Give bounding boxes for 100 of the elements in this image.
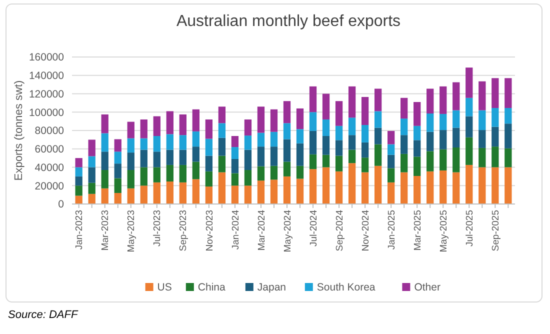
x-tick-label: Sep-2024 <box>334 210 346 252</box>
bar <box>75 196 82 204</box>
bar <box>244 186 252 204</box>
bar <box>127 122 134 138</box>
x-tick-label: May-2023 <box>126 210 138 252</box>
bar <box>466 137 473 165</box>
bar <box>388 182 395 204</box>
bar <box>88 182 96 194</box>
bar <box>374 128 382 144</box>
bar <box>114 139 122 152</box>
bar <box>374 144 382 166</box>
bar <box>296 143 304 166</box>
bar <box>414 176 421 204</box>
x-tick-label: May-2025 <box>438 210 450 252</box>
bar <box>257 106 265 133</box>
bar <box>179 164 186 182</box>
bar <box>153 116 160 136</box>
bar <box>374 111 382 128</box>
bar <box>101 133 108 152</box>
bar <box>179 150 186 165</box>
bar <box>166 150 174 165</box>
x-tick-label: Mar-2025 <box>412 210 424 251</box>
bar <box>244 136 252 150</box>
bar <box>114 192 122 204</box>
bar <box>192 179 200 204</box>
bar <box>140 167 148 186</box>
bar <box>400 172 408 204</box>
bar <box>270 132 278 147</box>
bar <box>244 150 252 170</box>
bar <box>466 116 473 138</box>
bar <box>179 182 186 204</box>
bar <box>348 150 356 164</box>
bar <box>414 140 421 157</box>
bar <box>322 167 330 204</box>
bar <box>75 186 82 196</box>
bar <box>140 186 148 204</box>
bar <box>101 170 108 188</box>
y-tick-label: 40000 <box>34 162 64 174</box>
bar <box>504 167 512 204</box>
bar <box>309 154 317 170</box>
bar <box>361 96 369 125</box>
bar <box>361 124 369 142</box>
bar <box>192 109 200 132</box>
bar <box>335 171 343 204</box>
bar <box>322 119 330 136</box>
y-tick-label: 100000 <box>28 106 64 119</box>
bar <box>492 126 499 147</box>
bar <box>127 170 134 188</box>
bar <box>88 167 96 183</box>
bar <box>388 130 395 144</box>
x-tick-label: Jul-2024 <box>308 210 320 246</box>
bar <box>88 156 96 168</box>
bar <box>166 181 174 204</box>
bar <box>414 126 421 140</box>
bar <box>478 110 486 130</box>
bar <box>452 172 460 204</box>
bar <box>218 106 226 124</box>
bar <box>440 170 447 204</box>
legend-label: Japan <box>257 282 286 294</box>
bar <box>440 130 447 150</box>
bar <box>179 135 186 150</box>
x-tick-label: Jul-2025 <box>464 210 476 246</box>
bar <box>166 134 174 150</box>
bar <box>348 118 356 136</box>
bar <box>153 152 160 168</box>
bar <box>166 111 174 134</box>
bar <box>153 167 160 182</box>
bar <box>75 158 82 168</box>
bar <box>270 109 278 132</box>
y-tick-label: 160000 <box>28 52 64 64</box>
bar <box>257 132 265 147</box>
bar <box>296 178 304 204</box>
bar <box>388 168 395 182</box>
bar <box>244 170 252 186</box>
bar <box>231 173 239 186</box>
bar <box>492 108 499 127</box>
bar <box>400 98 408 119</box>
y-axis-title: Exports (tonnes swt) <box>13 80 25 181</box>
bar <box>452 147 460 172</box>
bar <box>361 158 369 172</box>
bar <box>426 132 434 152</box>
bar <box>414 156 421 176</box>
y-tick-label: 0 <box>58 198 64 211</box>
bar <box>492 167 499 204</box>
x-tick-label: Jul-2023 <box>152 210 164 246</box>
bar <box>504 78 512 108</box>
bar <box>361 172 369 204</box>
chart-title: Australian monthly beef exports <box>176 13 401 30</box>
bar <box>283 162 291 176</box>
bar <box>426 151 434 172</box>
bar <box>218 156 226 172</box>
bar <box>504 148 512 168</box>
bar <box>335 126 343 140</box>
y-tick-label: 80000 <box>34 125 64 138</box>
bar <box>452 110 460 128</box>
bar <box>309 86 317 112</box>
bar <box>478 148 486 168</box>
bar <box>114 178 122 193</box>
bar <box>335 140 343 156</box>
bar <box>361 142 369 158</box>
